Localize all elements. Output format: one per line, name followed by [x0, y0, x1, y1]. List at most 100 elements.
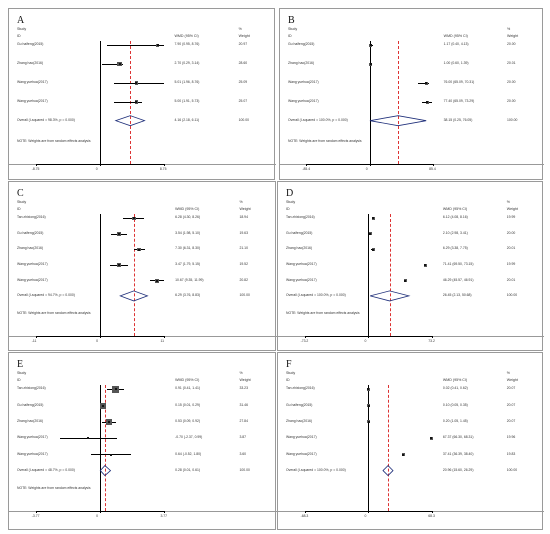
study-weight: 19.63	[239, 230, 248, 235]
overall-weight: 100.00	[506, 467, 518, 472]
point-estimate-dot	[426, 101, 429, 104]
study-name: Gu haifeng(2015)	[288, 42, 315, 47]
overall-estimate: 4.16 (2.18, 6.11)	[174, 117, 200, 122]
study-name: Wang yuehua(2017)	[17, 262, 48, 267]
x-axis-tick	[432, 335, 433, 338]
point-estimate-dot	[430, 437, 433, 440]
header-percent: %	[506, 371, 510, 375]
header-study: Study	[17, 27, 27, 31]
study-weight: 25.07	[238, 99, 248, 104]
point-estimate-dot	[369, 232, 372, 235]
header-study: Study	[286, 371, 296, 375]
x-axis-tick-label: 8.75	[159, 166, 167, 171]
overall-weight: 100.00	[238, 117, 249, 122]
footnote: NOTE: Weights are from random effects an…	[17, 310, 91, 315]
study-estimate: 3.54 (1.98, 5.10)	[175, 230, 201, 235]
panel-label: A	[17, 15, 25, 26]
x-axis-tick	[368, 335, 370, 338]
x-axis-tick-label: 0	[365, 166, 368, 171]
study-weight: 20.07	[506, 402, 516, 407]
point-estimate-dot	[372, 217, 375, 220]
x-axis-line	[304, 510, 433, 512]
header-effect: WMD (95% CI)	[174, 34, 199, 38]
study-name: Wang yuehua(2017)	[17, 451, 48, 456]
study-estimate: 76.00 (65.09, 70.31)	[443, 80, 475, 85]
x-axis-tick-label: 0	[96, 338, 98, 343]
point-estimate-dot	[369, 63, 372, 66]
study-estimate: 71.41 (69.50, 73.15)	[442, 262, 474, 267]
x-axis-tick-label: 68.3	[428, 513, 435, 518]
study-estimate: 0.91 (0.41, 1.41)	[175, 386, 201, 391]
panel-label: D	[286, 188, 294, 199]
study-weight: 20.01	[506, 277, 516, 282]
header-id: ID	[17, 378, 21, 382]
header-percent: %	[506, 200, 510, 204]
panel-label: E	[17, 359, 24, 370]
study-estimate: 0.64 (-0.52, 1.80)	[175, 451, 202, 456]
point-estimate-dot	[367, 420, 370, 423]
forest-plot-panel: F Study ID WMD (95% CI)% Weight Tan zhixiong(…	[277, 352, 544, 530]
point-estimate-dot	[110, 453, 113, 456]
header-effect: WMD (95% CI)	[443, 34, 468, 38]
header-id: ID	[17, 34, 21, 38]
study-estimate: 37.41 (36.39, 38.40)	[442, 451, 474, 456]
overall-label: Overall (I-squared = 94.7%, p = 0.000)	[17, 293, 75, 298]
overall-effect-line	[398, 41, 400, 164]
x-axis-tick	[163, 163, 165, 167]
confidence-interval-line	[114, 82, 164, 84]
x-axis-tick-label: -3.77	[31, 513, 40, 518]
study-name: Wang yuehua(2017)	[286, 451, 317, 456]
panel-label: F	[286, 359, 292, 370]
header-percent: %	[507, 27, 511, 31]
study-estimate: 1.00 (0.60, 1.39)	[443, 61, 469, 66]
study-estimate: 6.28 (4.30, 8.26)	[175, 215, 201, 220]
study-estimate: 46.29 (45.57, 46.91)	[442, 277, 474, 282]
point-estimate-dot	[114, 388, 117, 391]
point-estimate-dot	[118, 63, 121, 66]
x-axis-tick-label: -11	[31, 338, 37, 343]
footnote: NOTE: Weights are from random effects an…	[17, 485, 91, 490]
study-weight: 19.99	[506, 215, 516, 220]
forest-plot-panel: D Study ID WMD (95% CI)% Weight Tan zhixiong(…	[277, 181, 544, 351]
x-axis-tick	[35, 163, 37, 167]
overall-weight: 100.00	[506, 293, 518, 298]
point-estimate-dot	[101, 404, 104, 407]
null-line	[99, 41, 101, 164]
header-percent: %	[238, 27, 242, 31]
point-estimate-dot	[138, 248, 141, 251]
study-name: Gu haifeng(2015)	[17, 230, 44, 235]
study-weight: 21.10	[239, 246, 248, 251]
study-estimate: 10.67 (9.35, 11.99)	[175, 277, 204, 282]
pooled-effect-diamond	[382, 465, 394, 477]
header-id: ID	[288, 34, 292, 38]
study-weight: 20.01	[507, 61, 516, 66]
x-axis-tick	[164, 335, 166, 338]
forest-plot-panel: E Study ID WMD (95% CI)% Weight Tan zhixiong(…	[8, 352, 277, 530]
confidence-interval-line	[418, 82, 430, 84]
study-estimate: 1.17 (0.40, 4.13)	[443, 42, 469, 47]
point-estimate-dot	[402, 453, 405, 456]
diamond-shape	[382, 465, 394, 477]
study-weight: 20.07	[506, 418, 516, 423]
study-name: Wang yuehua(2017)	[17, 99, 48, 104]
header-weight: Weight	[506, 378, 518, 382]
x-axis-tick	[100, 510, 101, 514]
forest-plot-panel: A Study ID WMD (95% CI)% Weight Gu haifeng(20…	[8, 8, 276, 180]
overall-estimate: 38.15 (0.25, 76.05)	[443, 117, 473, 122]
panel-label: C	[17, 188, 24, 199]
point-estimate-dot	[118, 232, 121, 235]
null-line	[368, 214, 370, 336]
study-estimate: 77.40 (65.09, 73.29)	[443, 99, 475, 104]
study-weight: 19.83	[506, 451, 516, 456]
study-weight: 20.07	[506, 386, 516, 391]
header-weight: Weight	[239, 378, 251, 382]
header-id: ID	[286, 207, 290, 211]
study-name: Tan zhixiong(2016)	[286, 215, 315, 220]
study-estimate: 0.15 (0.01, 0.29)	[175, 402, 201, 407]
x-axis-tick-label: 0	[96, 513, 98, 518]
header-weight: Weight	[238, 34, 250, 38]
x-axis-tick-label: 0	[95, 166, 98, 171]
point-estimate-dot	[135, 101, 138, 104]
x-axis-tick-label: 0	[364, 338, 367, 343]
study-weight: 3.87	[239, 435, 247, 440]
